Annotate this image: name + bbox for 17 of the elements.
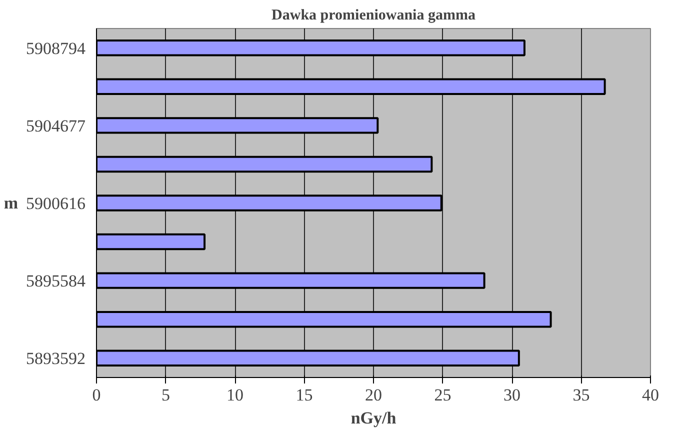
y-axis-title: m: [4, 194, 18, 212]
y-tick-label: 5908794: [26, 38, 86, 58]
x-tick-label: 40: [642, 386, 659, 404]
x-tick-label: 0: [92, 386, 101, 404]
y-tick-label: 5893592: [26, 349, 86, 368]
x-tick-label: 30: [504, 386, 520, 404]
x-tick-label: 5: [162, 386, 170, 404]
x-tick-label: 20: [365, 386, 382, 404]
x-tick-label: 10: [226, 386, 244, 404]
x-tick-label: 15: [296, 386, 313, 404]
y-tick-label: 5900616: [26, 194, 86, 213]
y-tick-label: 5895584: [26, 272, 86, 291]
chart-title: Dawka promieniowania gamma: [272, 8, 476, 24]
x-tick-label: 35: [572, 386, 590, 404]
x-axis-title: nGy/h: [350, 408, 397, 428]
y-tick-label: 5904677: [26, 116, 86, 136]
x-tick-label: 25: [434, 386, 452, 404]
